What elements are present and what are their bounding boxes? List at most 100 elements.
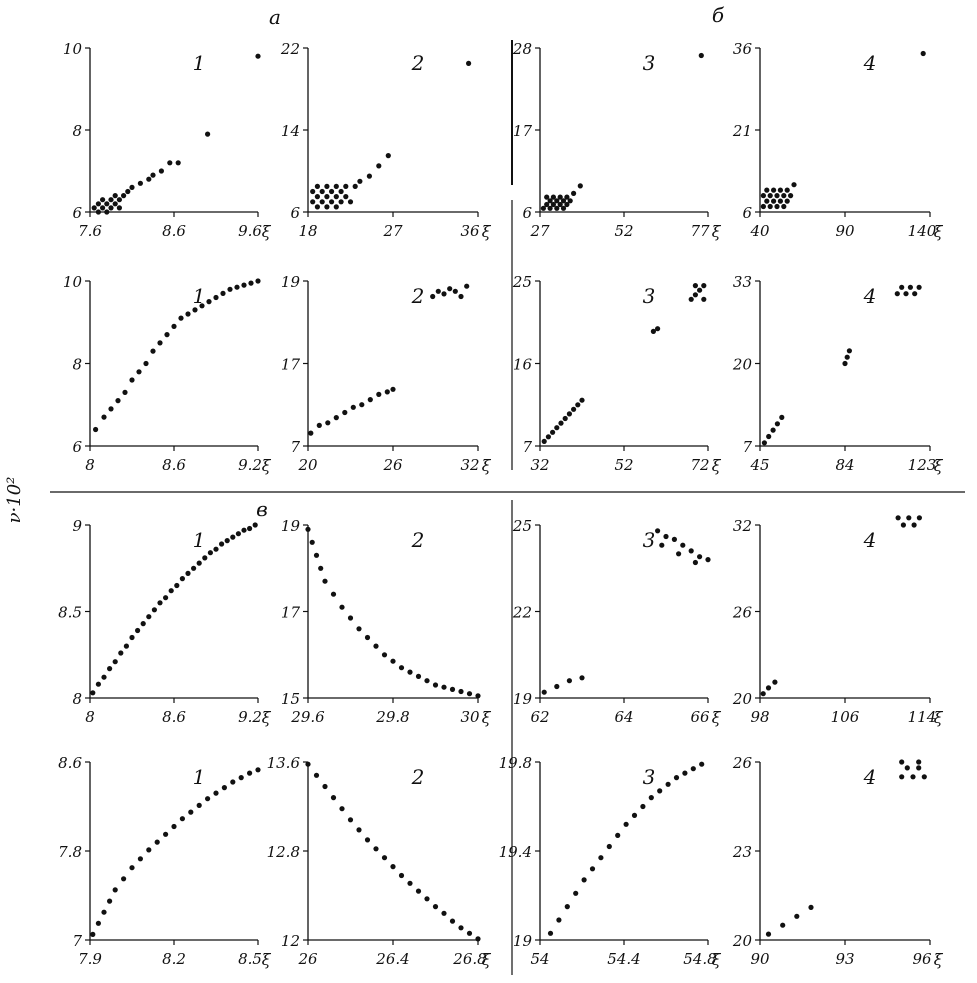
data-point xyxy=(458,293,464,300)
data-point xyxy=(248,280,254,286)
panel-number: 1 xyxy=(193,284,206,308)
y-tick-label: 20 xyxy=(732,932,753,950)
y-tick-label: 20 xyxy=(732,356,753,374)
data-point xyxy=(112,193,118,199)
x-tick-label: 8 xyxy=(85,708,95,726)
data-point xyxy=(175,160,181,166)
data-point xyxy=(910,774,916,780)
x-tick-label: 18 xyxy=(298,222,317,240)
data-point xyxy=(688,296,694,302)
data-point xyxy=(235,531,241,537)
x-tick-label: 106 xyxy=(831,708,860,726)
data-point xyxy=(179,576,185,582)
data-point xyxy=(347,199,354,205)
data-point xyxy=(333,204,339,210)
data-point xyxy=(705,557,711,563)
data-point xyxy=(655,326,661,332)
x-tick-label: 114 xyxy=(908,708,937,726)
data-point xyxy=(777,187,784,193)
data-point xyxy=(458,925,464,931)
data-point xyxy=(95,201,101,207)
data-point xyxy=(547,930,554,936)
data-point xyxy=(916,765,922,771)
data-point xyxy=(554,198,560,204)
data-point xyxy=(390,658,396,664)
y-tick-label: 32 xyxy=(733,517,752,535)
data-point xyxy=(760,193,767,199)
data-point xyxy=(157,600,163,606)
data-point xyxy=(760,203,767,210)
data-point xyxy=(452,288,458,294)
data-point xyxy=(347,817,354,823)
data-point xyxy=(95,920,101,926)
data-point xyxy=(93,426,99,433)
x-tick-label: 54.4 xyxy=(607,950,640,968)
y-tick-label: 19 xyxy=(281,273,301,291)
y-tick-label: 10 xyxy=(63,40,83,58)
data-point xyxy=(310,199,316,205)
y-tick-label: 17 xyxy=(281,356,301,374)
data-point xyxy=(550,201,557,208)
x-tick-label: 54 xyxy=(530,950,549,968)
data-point xyxy=(458,688,464,695)
x-tick-label: 96 xyxy=(912,950,932,968)
x-axis-symbol: ξ xyxy=(712,950,722,969)
data-point xyxy=(697,554,703,560)
x-tick-label: 8.6 xyxy=(162,456,186,474)
data-point xyxy=(100,197,106,203)
data-point xyxy=(322,578,328,584)
x-axis-symbol: ξ xyxy=(262,950,272,969)
data-point xyxy=(338,188,344,195)
data-point xyxy=(464,283,470,289)
data-point xyxy=(347,615,354,621)
data-point xyxy=(116,197,122,203)
data-point xyxy=(558,420,564,426)
data-point xyxy=(373,846,379,852)
data-point xyxy=(562,415,568,422)
data-point xyxy=(540,205,547,211)
data-point xyxy=(899,759,905,765)
data-point xyxy=(432,682,439,688)
data-point xyxy=(122,389,128,395)
data-point xyxy=(699,761,705,767)
y-tick-label: 10 xyxy=(63,273,83,291)
data-point xyxy=(108,406,114,412)
data-point xyxy=(466,60,472,66)
data-point xyxy=(196,560,202,566)
data-point xyxy=(589,866,596,872)
x-tick-label: 140 xyxy=(908,222,937,240)
data-point xyxy=(673,775,680,781)
data-point xyxy=(310,188,316,195)
data-point xyxy=(129,865,135,871)
data-point xyxy=(441,291,447,297)
data-point xyxy=(308,430,314,436)
data-point xyxy=(219,541,225,547)
data-point xyxy=(95,681,101,687)
data-point xyxy=(376,391,382,397)
data-point xyxy=(767,193,773,199)
data-point xyxy=(356,827,362,833)
data-point xyxy=(137,180,143,186)
data-point xyxy=(774,421,781,427)
data-point xyxy=(655,528,661,534)
data-point xyxy=(573,890,579,896)
data-point xyxy=(101,909,107,915)
data-point xyxy=(129,634,135,641)
data-point xyxy=(842,360,848,367)
data-point xyxy=(545,434,552,440)
y-tick-label: 22 xyxy=(280,40,300,58)
y-tick-label: 22 xyxy=(512,604,532,622)
data-point xyxy=(163,595,169,601)
y-tick-label: 17 xyxy=(513,122,533,140)
x-axis-symbol: ξ xyxy=(934,950,944,969)
data-point xyxy=(146,614,152,620)
data-point xyxy=(227,286,233,292)
data-point xyxy=(560,198,567,204)
data-point xyxy=(213,294,219,301)
y-tick-label: 19 xyxy=(513,932,533,950)
data-point xyxy=(146,847,152,853)
data-point xyxy=(447,286,453,292)
data-point xyxy=(557,201,563,208)
y-tick-label: 8 xyxy=(72,122,82,140)
